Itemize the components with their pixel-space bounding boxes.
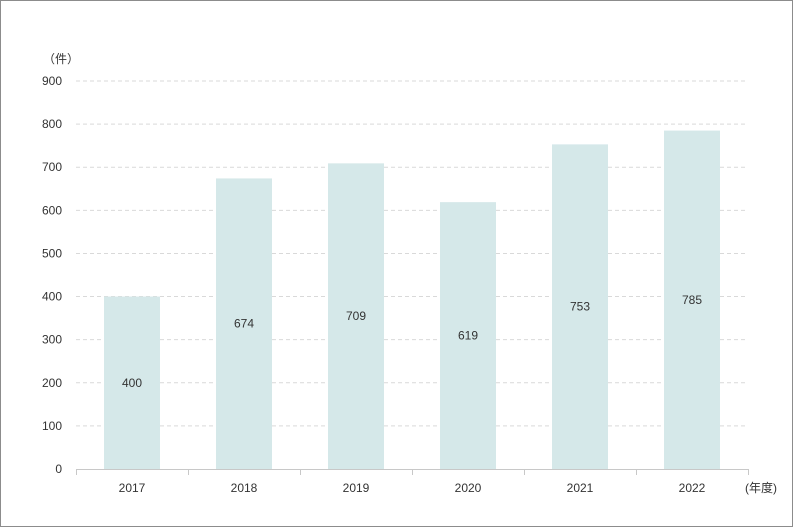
x-tick-label: 2019 [343, 481, 370, 495]
data-label: 674 [234, 317, 254, 331]
x-tick-labels: 2017 2018 2019 2020 2021 2022 [119, 481, 706, 495]
y-tick-label: 400 [42, 290, 62, 304]
data-label: 619 [458, 329, 478, 343]
y-tick-label: 300 [42, 333, 62, 347]
bars [104, 130, 720, 470]
bar [440, 202, 496, 470]
y-tick-label: 700 [42, 160, 62, 174]
bar [104, 296, 160, 469]
data-label: 785 [682, 293, 702, 307]
y-tick-label: 200 [42, 376, 62, 390]
bar [552, 144, 608, 469]
y-axis-unit: （件） [43, 52, 79, 66]
bar [664, 130, 720, 470]
x-tick-label: 2018 [231, 481, 258, 495]
y-tick-label: 600 [42, 203, 62, 217]
data-label: 709 [346, 309, 366, 323]
x-axis-unit: (年度) [745, 480, 777, 495]
x-tick-label: 2020 [455, 481, 482, 495]
y-tick-label: 500 [42, 246, 62, 260]
data-label: 753 [570, 300, 590, 314]
x-tick-label: 2022 [679, 481, 706, 495]
gridlines [76, 80, 748, 427]
y-tick-label: 0 [55, 462, 62, 476]
bar [328, 163, 384, 469]
y-tick-labels: 0 100 200 300 400 500 600 700 800 900 [42, 74, 62, 476]
y-tick-label: 900 [42, 74, 62, 88]
x-axis-ticks [76, 469, 749, 475]
x-tick-label: 2021 [567, 481, 594, 495]
y-tick-label: 800 [42, 117, 62, 131]
x-tick-label: 2017 [119, 481, 146, 495]
y-tick-label: 100 [42, 419, 62, 433]
bar [216, 178, 272, 470]
data-labels: 400 674 709 619 753 785 [122, 293, 702, 390]
data-label: 400 [122, 376, 142, 390]
